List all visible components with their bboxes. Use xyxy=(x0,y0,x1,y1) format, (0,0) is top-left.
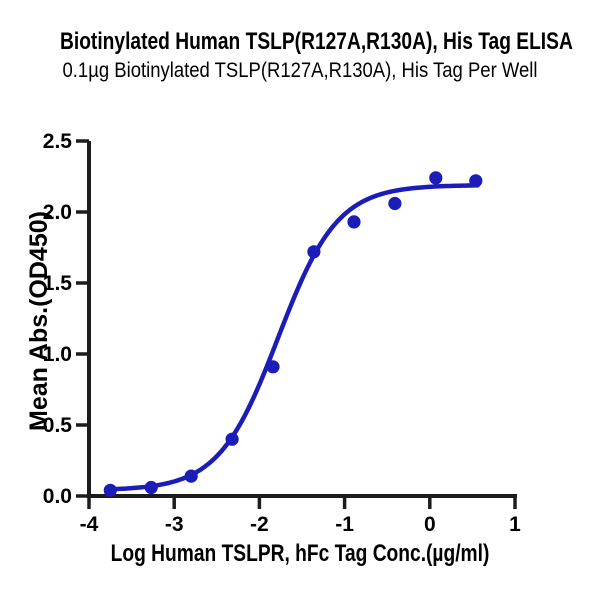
data-point xyxy=(225,432,239,446)
fit-curve xyxy=(108,183,480,492)
data-point xyxy=(307,245,321,259)
x-tick-label: -2 xyxy=(250,513,269,536)
data-point xyxy=(144,480,158,495)
chart-title: Biotinylated Human TSLP(R127A,R130A), Hi… xyxy=(60,28,573,55)
x-tick-label: -4 xyxy=(80,513,99,536)
y-tick-label: 1.5 xyxy=(43,272,73,295)
y-tick-label: 2.0 xyxy=(43,201,72,224)
x-tick-label: 1 xyxy=(509,513,521,536)
data-point xyxy=(347,215,361,229)
data-point xyxy=(469,174,483,188)
x-tick-label: -3 xyxy=(165,513,184,536)
data-point xyxy=(266,360,280,374)
y-tick-label: 1.0 xyxy=(43,343,72,366)
y-tick-label: 0.5 xyxy=(43,414,73,437)
data-point xyxy=(184,469,198,483)
data-point xyxy=(429,171,443,185)
x-axis-title: Log Human TSLPR, hFc Tag Conc.(µg/ml) xyxy=(110,540,490,567)
x-tick-label: -1 xyxy=(335,513,354,536)
y-tick-label: 2.5 xyxy=(43,130,73,153)
y-tick-label: 0.0 xyxy=(43,485,72,508)
axis-spines xyxy=(87,141,517,498)
chart-subtitle: 0.1µg Biotinylated TSLP(R127A,R130A), Hi… xyxy=(62,59,538,82)
data-point xyxy=(103,483,117,497)
data-point xyxy=(388,196,402,211)
x-tick-label: 0 xyxy=(424,513,436,536)
